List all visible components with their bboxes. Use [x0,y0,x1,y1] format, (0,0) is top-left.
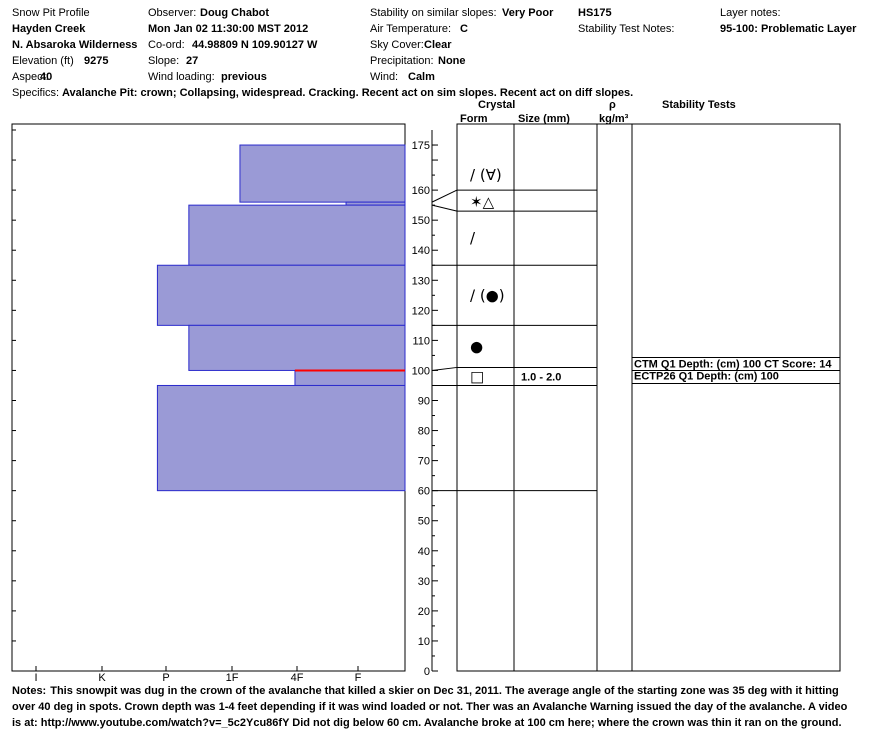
notes-text: This snowpit was dug in the crown of the… [12,685,848,729]
slope-label: Slope: [148,55,180,67]
depth-axis-label: 110 [412,335,430,347]
wind-label: Wind: [370,71,399,83]
density-unit: kg/m³ [599,113,629,125]
depth-axis-label: 10 [418,636,430,648]
wind-loading-label: Wind loading: [148,71,215,83]
layer-connector [431,204,458,212]
wind-loading-value: previous [221,71,267,83]
slope-value: 27 [186,55,199,67]
depth-axis-label: 30 [418,576,430,588]
notes-label: Notes: [12,685,47,697]
depth-axis-label: 0 [424,666,430,678]
precip-value: None [438,55,466,67]
crystal-header: Crystal [478,99,516,111]
crystal-form-symbol: □ [470,367,484,385]
crystal-form-symbol: ✶△ [470,193,495,211]
layer-notes-value: 95-100: Problematic Layer [720,23,857,35]
layer-connector [431,189,458,203]
depth-axis-label: 40 [418,546,430,558]
depth-axis-label: 130 [412,275,430,287]
hardness-bar [156,264,406,326]
depth-axis-label: 80 [418,426,430,438]
stability-value: Very Poor [502,7,554,19]
layer-connector [431,366,458,371]
hardness-scale-label: P [162,672,169,684]
location-name: Hayden Creek [12,23,86,35]
form-header: Form [460,113,488,125]
depth-axis-label: 70 [418,456,430,468]
depth-axis-label: 60 [418,486,430,498]
air-temp-label: Air Temperature: [370,23,452,35]
air-temp-value: C [460,23,468,35]
area-name: N. Absaroka Wilderness [12,39,138,51]
hardness-scale-label: 4F [291,672,304,684]
crystal-form-symbol: / [470,229,476,247]
aspect-label: Aspect: [12,71,49,83]
coord-value: 44.98809 N 109.90127 W [192,39,318,51]
crystal-form-symbol: / (●) [470,286,505,304]
depth-axis-label: 160 [412,185,430,197]
depth-axis-label: 120 [412,305,430,317]
precip-label: Precipitation: [370,55,434,67]
density-header: ρ [609,99,616,111]
hardness-bar [239,144,406,203]
depth-axis-label: 175 [412,140,430,152]
hardness-scale-label: 1F [226,672,239,684]
wind-value: Calm [408,71,435,83]
depth-axis-label: 20 [418,606,430,618]
elevation-label: Elevation (ft) [12,55,74,67]
hardness-scale-label: K [98,672,106,684]
depth-axis-label: 100 [412,365,430,377]
hardness-scale-label: I [34,672,37,684]
notes-block: Notes: This snowpit was dug in the crown … [12,683,852,731]
profile-title: Snow Pit Profile [12,7,90,19]
crystal-panel-frame [456,123,841,672]
layer-notes-label: Layer notes: [720,7,781,19]
crystal-form-symbol: / (∀) [470,166,502,184]
stability-notes-label: Stability Test Notes: [578,23,675,35]
hardness-scale-label: F [355,672,362,684]
stability-test-text: CTM Q1 Depth: (cm) 100 CT Score: 14 [634,358,832,370]
crystal-size-label: 1.0 - 2.0 [521,371,561,383]
crystal-form-symbol: ● [470,337,483,355]
hardness-bar [188,324,406,371]
sky-label: Sky Cover: [370,39,424,51]
hs-value: HS175 [578,7,612,19]
stability-tests-header: Stability Tests [662,99,736,111]
hardness-bar [294,369,406,386]
stability-test-text: ECTP26 Q1 Depth: (cm) 100 [634,370,779,382]
observer-label: Observer: [148,7,197,19]
size-header: Size (mm) [518,113,570,125]
aspect-value: 40 [40,71,53,83]
depth-axis-label: 150 [412,215,430,227]
depth-axis-label: 90 [418,396,430,408]
hardness-bar [156,384,406,492]
specifics-label: Specifics: [12,87,60,99]
observer-value: Doug Chabot [200,7,270,19]
coord-label: Co-ord: [148,39,185,51]
depth-axis-label: 50 [418,516,430,528]
depth-axis-label: 140 [412,245,430,257]
elevation-value: 9275 [84,55,109,67]
observation-date: Mon Jan 02 11:30:00 MST 2012 [148,23,309,35]
specifics-value: Avalanche Pit: crown; Collapsing, widesp… [62,87,634,99]
sky-value: Clear [424,39,452,51]
hardness-bar [188,204,406,266]
stability-label: Stability on similar slopes: [370,7,497,19]
